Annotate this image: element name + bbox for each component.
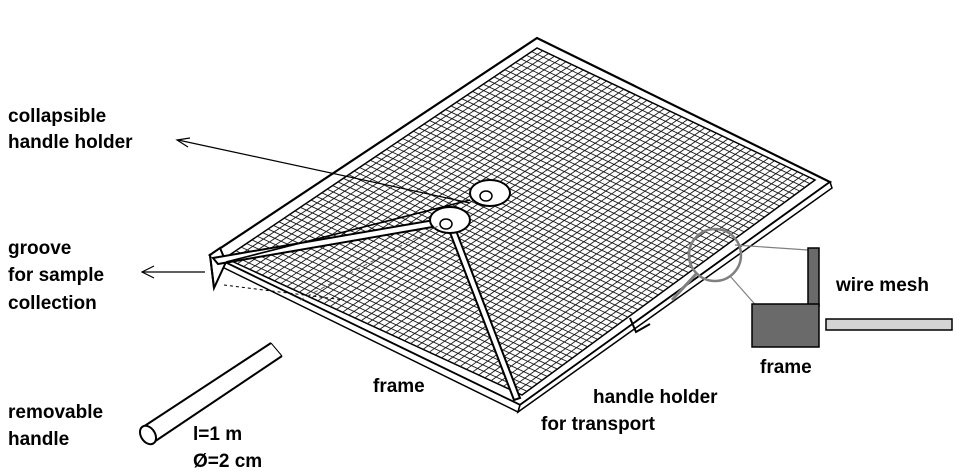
- mesh-wire: [466, 154, 764, 370]
- magnifier-detail: [670, 227, 953, 348]
- mesh-wire: [292, 77, 601, 290]
- label-collapsible-handle-holder: collapsible handle holder: [8, 106, 133, 153]
- label-handle-holder-transport: handle holder for transport: [541, 387, 723, 435]
- mesh-wire: [237, 53, 549, 265]
- mesh-wire: [305, 83, 613, 296]
- mesh-wire: [367, 110, 671, 325]
- mesh-wire: [404, 127, 706, 342]
- mesh-wire: [447, 146, 746, 362]
- mesh-wire: [230, 50, 544, 262]
- mesh-wire: [503, 171, 798, 387]
- mesh-wire: [484, 163, 781, 379]
- mesh-wire: [286, 75, 596, 287]
- leader-arrows: [140, 137, 471, 279]
- mesh-wire: [243, 55, 555, 267]
- mesh-wire: [428, 138, 729, 353]
- mesh-wire: [379, 116, 683, 330]
- mesh-wire: [422, 135, 723, 350]
- mesh-wire: [280, 72, 590, 285]
- mesh-wire: [397, 124, 700, 339]
- mesh-wire: [478, 160, 775, 376]
- mesh-wire: [416, 132, 717, 347]
- mesh-wire: [496, 168, 793, 384]
- mesh-wire: [490, 165, 787, 382]
- groove-corner: [208, 246, 228, 292]
- label-frame-center: frame: [373, 376, 425, 397]
- label-length: l=1 m: [193, 424, 242, 445]
- mesh-wire: [453, 149, 752, 364]
- mesh-wire: [348, 102, 654, 316]
- mesh-wire: [298, 80, 607, 293]
- labels: collapsible handle holder groove for sam…: [8, 106, 929, 472]
- removable-handle: [138, 224, 441, 446]
- mesh-wire: [354, 105, 659, 319]
- mesh-wire: [385, 119, 688, 333]
- mesh-wire: [255, 61, 567, 273]
- label-wire-mesh: wire mesh: [835, 275, 929, 296]
- mesh-wire: [459, 152, 758, 367]
- transport-handle-holder: [629, 317, 651, 334]
- hinge-discs: [429, 179, 511, 234]
- mesh-wire: [515, 176, 810, 393]
- mesh-wire: [472, 157, 769, 373]
- mesh-wire: [373, 113, 677, 327]
- mesh-wire: [360, 108, 665, 322]
- mesh-wire: [391, 121, 694, 336]
- label-removable-handle: removable handle: [8, 402, 108, 450]
- mesh-wire: [509, 174, 804, 390]
- label-frame-detail: frame: [760, 357, 812, 378]
- mesh-wire: [311, 86, 619, 299]
- mesh-wire: [249, 58, 561, 270]
- label-diameter: Ø=2 cm: [193, 451, 262, 472]
- mesh-wire: [410, 130, 712, 344]
- label-groove: groove for sample collection: [8, 238, 109, 314]
